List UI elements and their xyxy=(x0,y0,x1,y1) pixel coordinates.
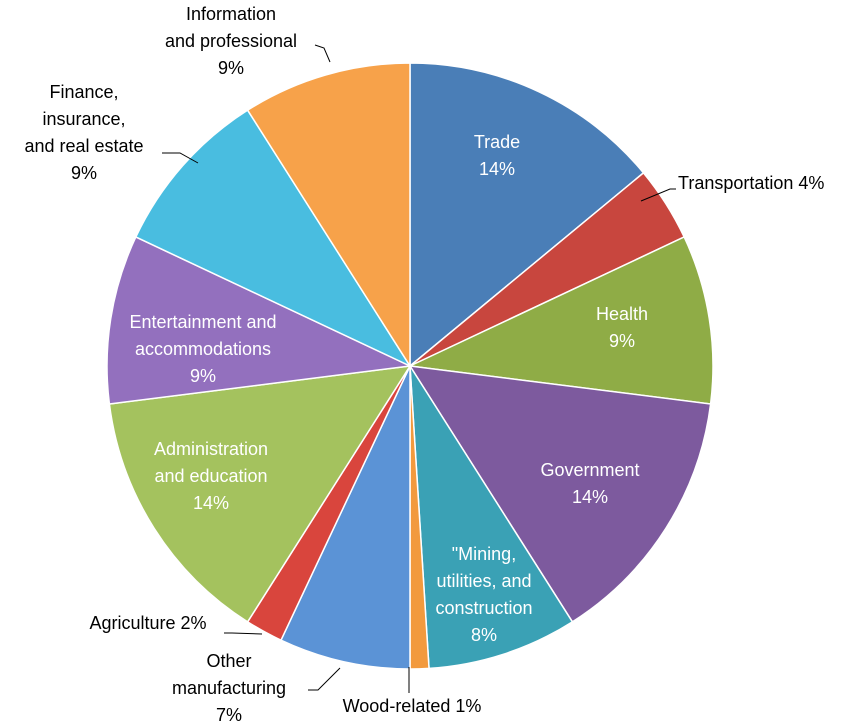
slice-label-line: and real estate xyxy=(24,136,143,156)
slice-label-line: Government xyxy=(540,460,639,480)
leader-line xyxy=(640,188,676,202)
slice-label: Health 9% xyxy=(596,304,648,351)
slice-label-line: insurance, xyxy=(42,109,125,129)
slice-label: Other manufacturing 7% xyxy=(172,651,286,725)
pie-slice-mining-utilities-and-construction xyxy=(409,365,574,670)
pie-slice-information-and-professional xyxy=(246,62,411,369)
pie-slice-health xyxy=(407,235,714,405)
slice-labels: Trade 14% Transportation 4% Health 9% Governm… xyxy=(24,4,824,725)
slice-label: "Mining, utilities, and construction 8% xyxy=(435,544,532,645)
pie-slice-entertainment-and-accommodations xyxy=(106,235,413,405)
leader-line xyxy=(162,152,199,164)
slice-label: Information and professional 9% xyxy=(165,4,297,78)
slice-label-line: Transportation 4% xyxy=(678,173,824,193)
leader-line xyxy=(224,632,263,635)
slice-label-line: and professional xyxy=(165,31,297,51)
slice-label-line: 14% xyxy=(572,487,608,507)
leader-line xyxy=(308,667,341,691)
slice-label-line: Wood-related 1% xyxy=(343,696,482,716)
pie-slice-government xyxy=(408,365,712,623)
slice-label-line: Health xyxy=(596,304,648,324)
slice-label-line: Entertainment and xyxy=(129,312,276,332)
slice-label: Government 14% xyxy=(540,460,639,507)
slice-label-line: Administration xyxy=(154,439,268,459)
slice-label-line: 8% xyxy=(471,625,497,645)
slice-label-line: Information xyxy=(186,4,276,24)
slice-label-line: accommodations xyxy=(135,339,271,359)
slice-label: Entertainment and accommodations 9% xyxy=(129,312,276,386)
slice-label-line: Other xyxy=(206,651,251,671)
slice-label-line: Trade xyxy=(474,132,520,152)
pie-slice-finance-insurance-and-real-estate xyxy=(134,109,413,368)
slice-label-line: utilities, and xyxy=(436,571,531,591)
slice-label: Administration and education 14% xyxy=(154,439,268,513)
slice-label-line: 9% xyxy=(190,366,216,386)
slice-label-line: and education xyxy=(154,466,267,486)
slice-label-line: construction xyxy=(435,598,532,618)
slice-label-line: 14% xyxy=(193,493,229,513)
leader-lines xyxy=(162,44,676,693)
slice-label-line: 14% xyxy=(479,159,515,179)
slice-label-line: 9% xyxy=(218,58,244,78)
slice-label: Transportation 4% xyxy=(678,173,824,193)
pie-slice-administration-and-education xyxy=(108,365,412,623)
slice-label-line: manufacturing xyxy=(172,678,286,698)
slice-label-line: Finance, xyxy=(49,82,118,102)
slice-label: Finance, insurance, and real estate 9% xyxy=(24,82,143,183)
slice-label-line: "Mining, xyxy=(452,544,516,564)
slice-label: Trade 14% xyxy=(474,132,520,179)
slice-label-line: 9% xyxy=(609,331,635,351)
pie-slices xyxy=(106,62,714,670)
slice-label: Agriculture 2% xyxy=(89,613,206,633)
slice-label-line: 9% xyxy=(71,163,97,183)
pie-slice-trade xyxy=(409,62,645,368)
slice-label-line: Agriculture 2% xyxy=(89,613,206,633)
slice-label-line: 7% xyxy=(216,705,242,725)
leader-line xyxy=(314,44,331,63)
pie-slice-other-manufacturing xyxy=(279,365,411,670)
slice-label: Wood-related 1% xyxy=(343,696,482,716)
